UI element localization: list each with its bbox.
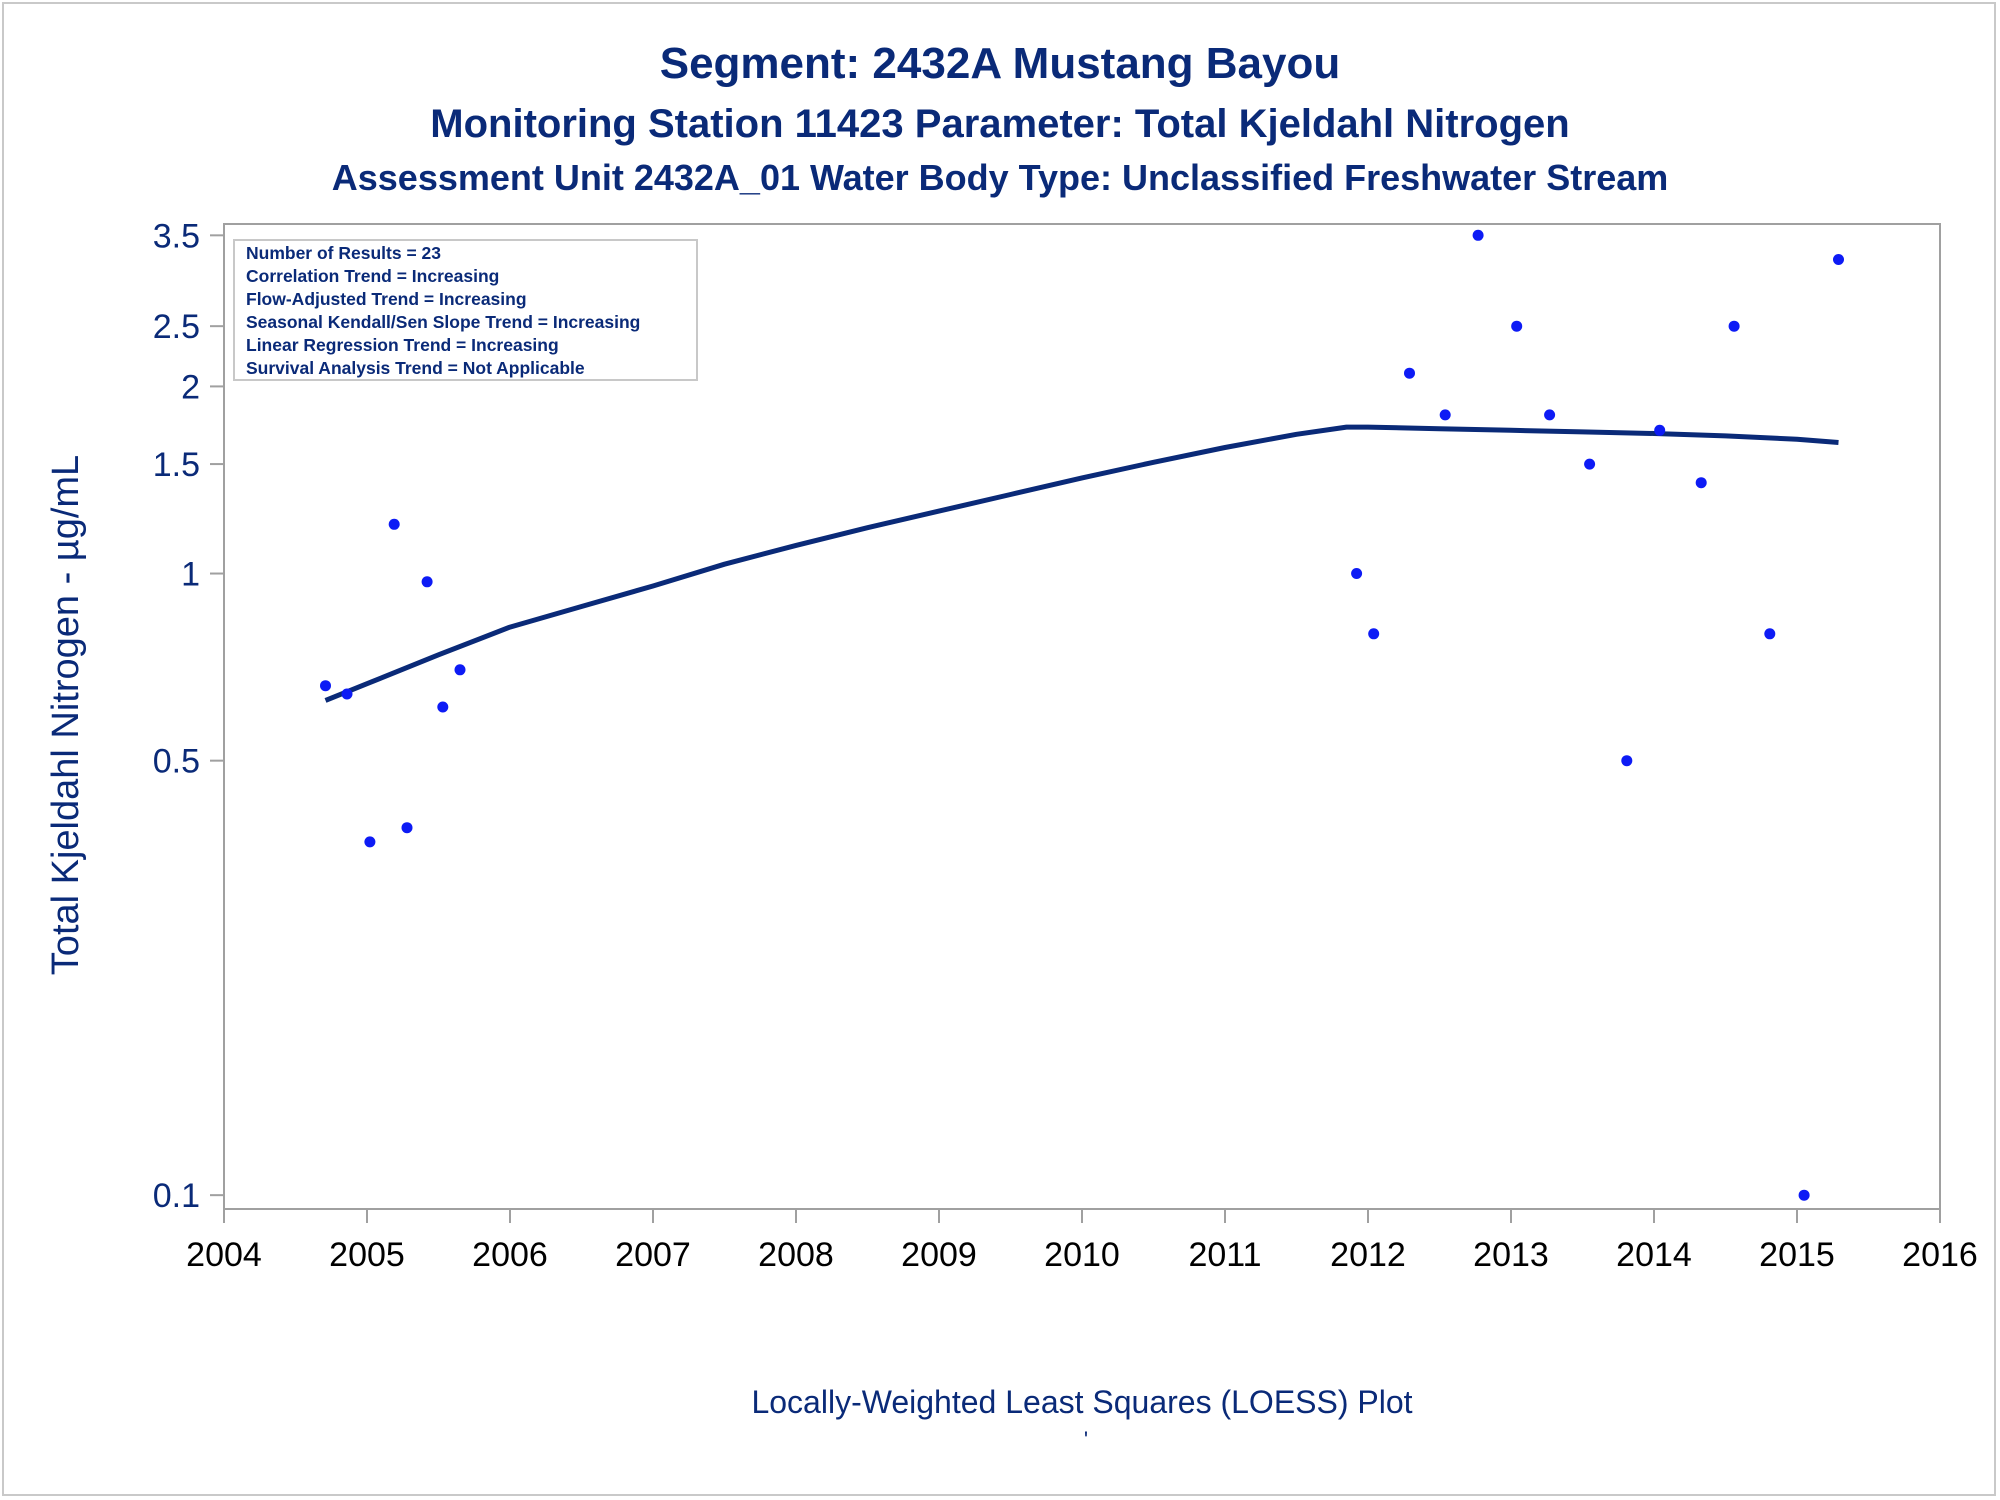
data-point (320, 680, 331, 692)
x-tick-label: 2009 (901, 1236, 977, 1274)
trend-info-line: Number of Results = 23 (246, 243, 441, 263)
x-tick-label: 2016 (1902, 1236, 1978, 1274)
data-point (1351, 568, 1363, 579)
y-tick-label: 1 (181, 556, 200, 594)
trend-info-line: Survival Analysis Trend = Not Applicable (246, 358, 585, 378)
x-axis-label: Locally-Weighted Least Squares (LOESS) P… (751, 1384, 1412, 1420)
trend-info-line: Flow-Adjusted Trend = Increasing (246, 289, 527, 309)
chart-title: Segment: 2432A Mustang Bayou (660, 39, 1341, 88)
data-point (1654, 424, 1666, 436)
trend-info-line: Correlation Trend = Increasing (246, 266, 499, 286)
x-tick-label: 2013 (1473, 1236, 1549, 1274)
x-tick-label: 2014 (1616, 1236, 1692, 1274)
trend-info-box-border (233, 239, 698, 381)
y-tick-label: 1.5 (153, 446, 200, 484)
data-point (401, 822, 413, 834)
x-axis: 2004 2005 2006 2007 2008 2009 2010 2011 2012 2013… (186, 1209, 1978, 1274)
trend-info-line: Linear Regression Trend = Increasing (246, 335, 559, 355)
trend-info-line: Seasonal Kendall/Sen Slope Trend = Incre… (246, 312, 640, 332)
data-point (437, 701, 449, 713)
y-tick-label: 2.5 (153, 308, 200, 346)
x-tick-label: 2004 (186, 1236, 262, 1274)
data-point (1833, 254, 1844, 265)
x-tick-label: 2012 (1330, 1236, 1406, 1274)
data-point (341, 688, 353, 700)
y-axis: 0.1 0.5 1 1.5 2 2.5 3.5 (153, 217, 224, 1215)
footnote: ' (1084, 1427, 1088, 1452)
x-tick-label: 2008 (758, 1236, 834, 1274)
data-point (1472, 229, 1484, 241)
x-tick-label: 2007 (615, 1236, 691, 1274)
data-point (1695, 477, 1707, 489)
x-tick-label: 2010 (1044, 1236, 1120, 1274)
data-point (1404, 367, 1415, 379)
y-tick-label: 0.1 (153, 1177, 200, 1215)
data-point (388, 518, 400, 530)
data-point (421, 576, 433, 588)
x-tick-label: 2005 (329, 1236, 405, 1274)
data-point (1544, 409, 1556, 421)
loess-layer (324, 424, 1839, 703)
y-tick-label: 0.5 (153, 743, 200, 781)
chart-subtitle: Monitoring Station 11423 Parameter: Tota… (430, 102, 1569, 146)
y-tick-label: 2 (181, 368, 200, 406)
data-point (1368, 628, 1380, 640)
y-axis-label: Total Kjeldahl Nitrogen - µg/mL (45, 455, 87, 975)
data-point (364, 836, 376, 848)
x-tick-label: 2006 (472, 1236, 548, 1274)
trend-info-box: Number of Results = 23 Correlation Trend … (233, 239, 698, 381)
data-point (454, 664, 466, 676)
data-point (1764, 628, 1776, 640)
data-point (1728, 320, 1740, 332)
x-tick-label: 2011 (1188, 1236, 1261, 1274)
points-layer (320, 229, 1844, 1201)
chart-subtitle-2: Assessment Unit 2432A_01 Water Body Type… (332, 157, 1669, 198)
data-point (1439, 409, 1451, 421)
data-point (1511, 320, 1523, 332)
data-point (1584, 458, 1596, 470)
y-tick-label: 3.5 (153, 217, 200, 255)
data-point (1621, 755, 1633, 767)
data-point (1798, 1189, 1810, 1201)
loess-curve (324, 424, 1839, 703)
x-tick-label: 2015 (1759, 1236, 1835, 1274)
